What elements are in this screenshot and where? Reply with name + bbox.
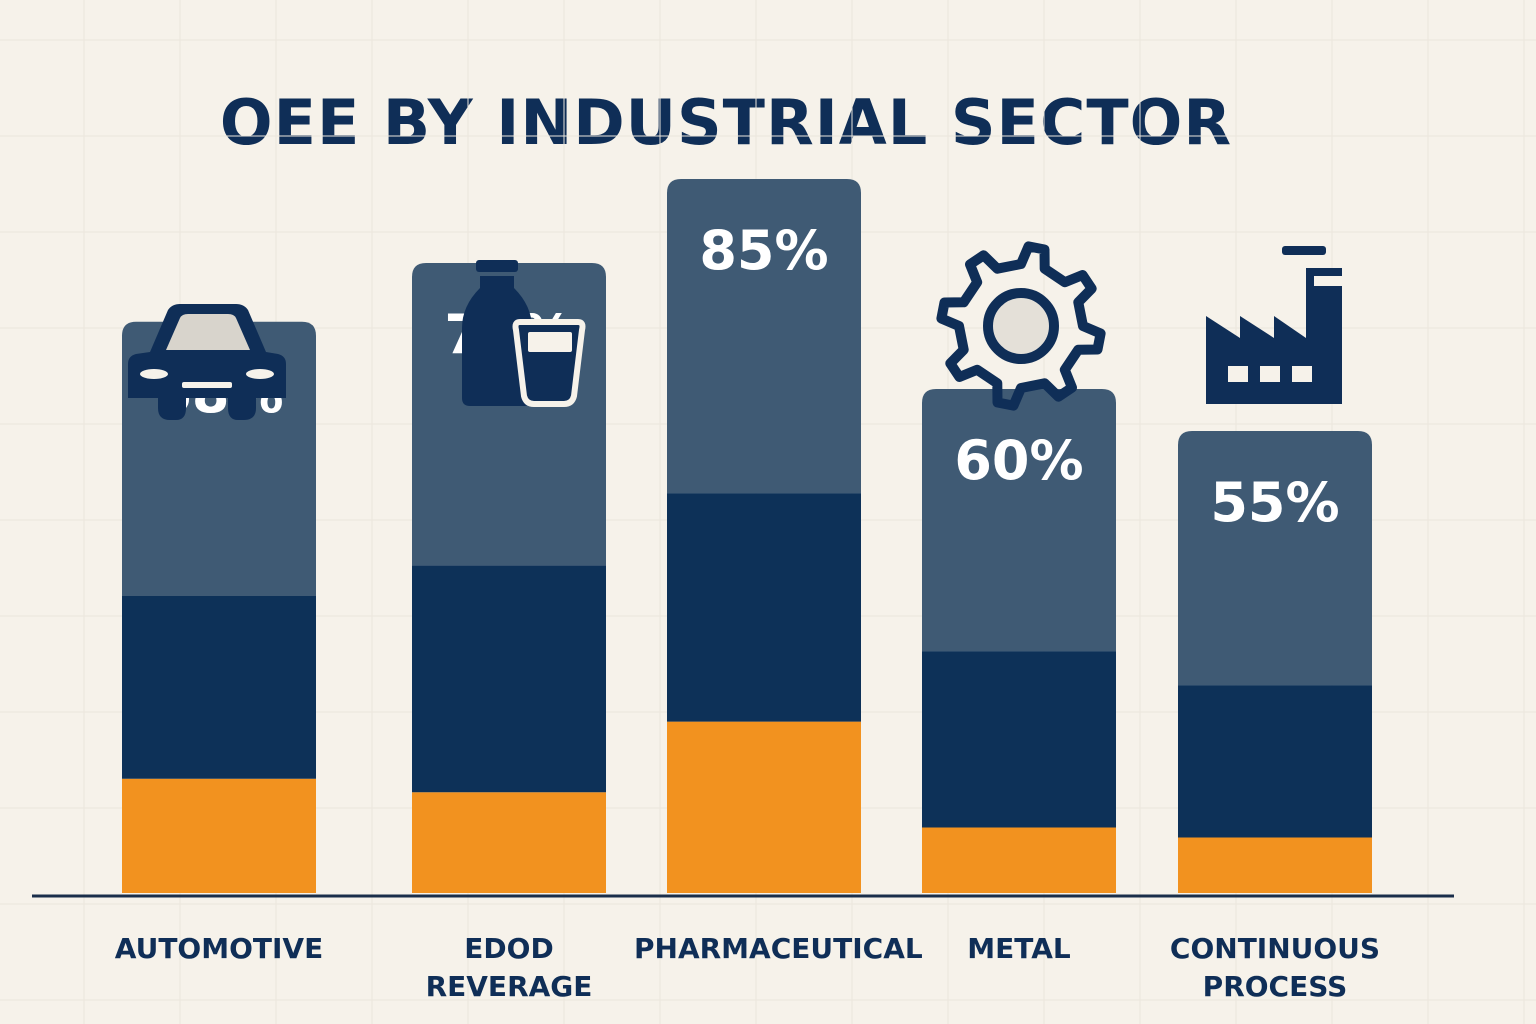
bar-segment [922,389,1116,652]
bar-segment [412,565,606,793]
category-label: METAL [967,932,1071,965]
bar [922,389,1116,893]
bar-segment [1178,837,1372,893]
bar [667,179,861,893]
category-label: EDOD REVERAGE [425,932,593,1003]
gear-icon [936,241,1106,411]
value-label: 85% [699,219,828,282]
bar-segment [122,778,316,893]
bar-segment [1178,685,1372,838]
bar-segment [922,827,1116,893]
bar-segment [922,651,1116,828]
bar-segment [667,493,861,722]
category-label: AUTOMOTIVE [114,932,324,965]
bar-segment [122,595,316,779]
bar [122,321,316,893]
bar-segment [667,179,861,494]
value-label: 60% [954,429,1083,492]
bars [122,179,1372,893]
category-label: PHARMACEUTICAL [634,932,923,965]
bar [1178,431,1372,893]
car-icon [128,304,286,420]
factory-icon [1206,246,1342,404]
bar-segment [412,792,606,893]
bottle-and-glass-icon [462,260,586,407]
bar-segment [667,721,861,893]
chart-title: OEE BY INDUSTRIAL SECTOR [219,86,1233,159]
value-label: 55% [1210,471,1339,534]
category-label: CONTINUOUS PROCESS [1169,932,1381,1003]
bar-segment [1178,431,1372,686]
